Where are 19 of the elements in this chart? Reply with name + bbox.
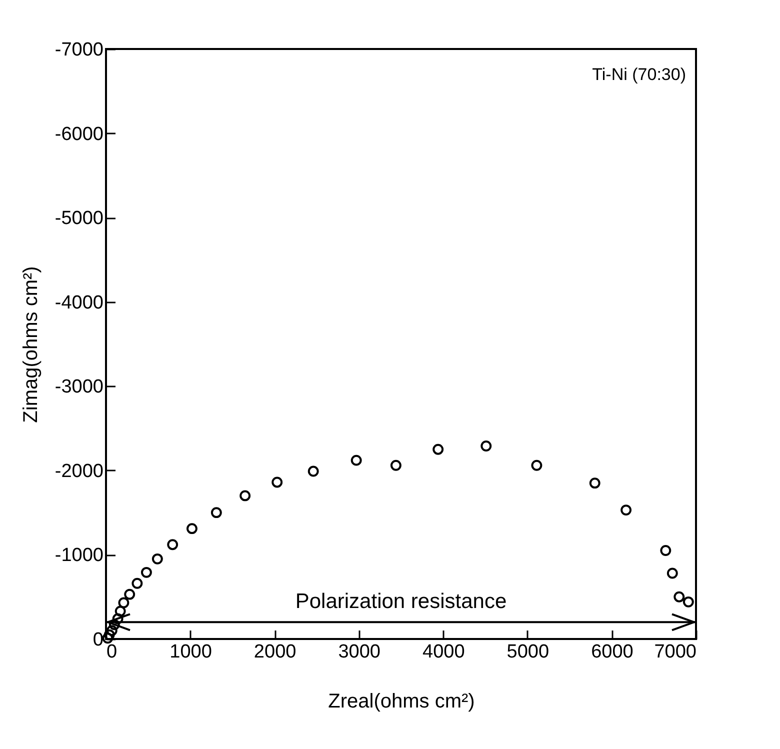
x-tick-label: 1000	[170, 642, 212, 662]
y-tick-label: -7000	[54, 40, 104, 60]
y-tick-label: -5000	[54, 208, 104, 230]
annotation: Ti-Ni (70:30)	[592, 65, 686, 84]
x-axis-title: Zreal(ohms cm²)	[328, 690, 475, 712]
x-tick-label: 3000	[338, 642, 380, 662]
y-tick-label: -2000	[54, 460, 104, 482]
x-tick-label: 4000	[422, 642, 465, 662]
ref-line-label: Polarization resistance	[295, 590, 507, 614]
x-tick-label: 5000	[506, 642, 550, 662]
x-tick-label: 0	[106, 642, 118, 662]
y-axis-title: Zimag(ohms cm²)	[20, 266, 42, 423]
y-tick-label: -4000	[54, 292, 104, 314]
y-tick-label: -1000	[54, 545, 104, 566]
x-tick-label: 2000	[254, 642, 296, 662]
x-tick-label: 7000	[654, 642, 696, 662]
x-tick-label: 6000	[591, 642, 634, 662]
y-tick-label: -3000	[54, 376, 104, 398]
y-tick-label: -6000	[54, 124, 104, 145]
